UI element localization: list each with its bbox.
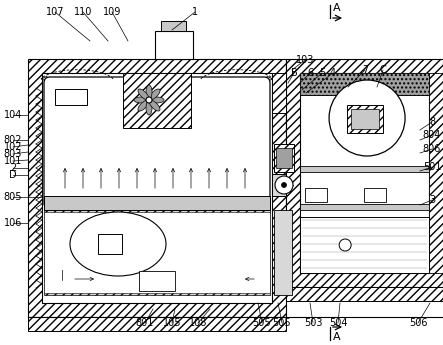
Text: 4: 4 xyxy=(330,68,336,78)
Text: A: A xyxy=(333,3,341,13)
Bar xyxy=(274,144,294,172)
Circle shape xyxy=(281,183,287,187)
Circle shape xyxy=(339,239,351,251)
Bar xyxy=(300,73,429,95)
Text: 805: 805 xyxy=(4,192,22,202)
Ellipse shape xyxy=(146,85,152,99)
Ellipse shape xyxy=(146,101,152,115)
Bar xyxy=(286,59,443,287)
Bar xyxy=(274,210,292,295)
Bar xyxy=(300,73,429,95)
Bar xyxy=(155,31,193,59)
Text: 6: 6 xyxy=(307,68,313,78)
Text: 503: 503 xyxy=(304,318,322,328)
Bar xyxy=(300,204,429,210)
Bar xyxy=(44,196,270,210)
Text: 501: 501 xyxy=(423,162,441,172)
Bar xyxy=(429,73,443,273)
Text: 2: 2 xyxy=(10,163,16,173)
Text: 8: 8 xyxy=(429,117,435,127)
Text: 1: 1 xyxy=(192,7,198,17)
FancyBboxPatch shape xyxy=(44,77,270,209)
Bar xyxy=(98,234,122,254)
Text: 107: 107 xyxy=(46,7,64,17)
Text: 505: 505 xyxy=(273,318,291,328)
Bar xyxy=(276,148,292,168)
Text: 106: 106 xyxy=(4,218,22,228)
Text: 505: 505 xyxy=(253,318,271,328)
Bar xyxy=(347,105,383,133)
Text: 803: 803 xyxy=(4,149,22,159)
Text: B: B xyxy=(291,68,297,78)
Bar xyxy=(42,73,272,303)
Ellipse shape xyxy=(138,100,149,111)
Ellipse shape xyxy=(149,100,160,111)
Text: 101: 101 xyxy=(4,156,22,166)
Circle shape xyxy=(146,97,152,103)
Ellipse shape xyxy=(150,97,164,103)
Ellipse shape xyxy=(149,89,160,100)
Text: 103: 103 xyxy=(296,55,314,65)
Bar xyxy=(300,217,429,273)
Text: 801: 801 xyxy=(136,318,154,328)
Bar xyxy=(123,73,191,128)
Text: 105: 105 xyxy=(163,318,181,328)
Bar xyxy=(28,59,286,317)
Text: 109: 109 xyxy=(103,7,121,17)
Bar xyxy=(351,109,379,129)
Bar xyxy=(300,73,429,273)
Text: 102: 102 xyxy=(4,142,22,152)
Text: 7: 7 xyxy=(362,65,368,75)
Circle shape xyxy=(275,176,293,194)
Bar xyxy=(364,188,386,202)
Text: 504: 504 xyxy=(329,318,347,328)
Bar xyxy=(305,188,327,202)
Text: 3: 3 xyxy=(429,195,435,205)
Bar xyxy=(44,212,270,293)
Text: C: C xyxy=(380,65,386,75)
Bar xyxy=(300,73,429,95)
Text: A: A xyxy=(333,332,341,342)
Bar xyxy=(44,210,270,295)
Bar xyxy=(161,21,186,31)
Text: 110: 110 xyxy=(74,7,92,17)
Text: 806: 806 xyxy=(423,144,441,154)
Ellipse shape xyxy=(134,97,148,103)
Ellipse shape xyxy=(70,212,166,276)
Text: 506: 506 xyxy=(409,318,427,328)
Circle shape xyxy=(329,80,405,156)
Bar xyxy=(286,287,443,301)
Bar xyxy=(139,271,175,291)
Bar xyxy=(28,317,286,331)
Bar xyxy=(272,73,286,113)
Text: 802: 802 xyxy=(4,135,22,145)
Bar xyxy=(300,166,429,172)
Bar xyxy=(55,89,87,105)
Text: 5: 5 xyxy=(319,68,325,78)
Bar xyxy=(272,174,286,196)
Text: 108: 108 xyxy=(189,318,207,328)
Text: 104: 104 xyxy=(4,110,22,120)
Ellipse shape xyxy=(138,89,149,100)
Text: D: D xyxy=(9,170,17,180)
Bar xyxy=(123,73,191,128)
Text: 804: 804 xyxy=(423,130,441,140)
